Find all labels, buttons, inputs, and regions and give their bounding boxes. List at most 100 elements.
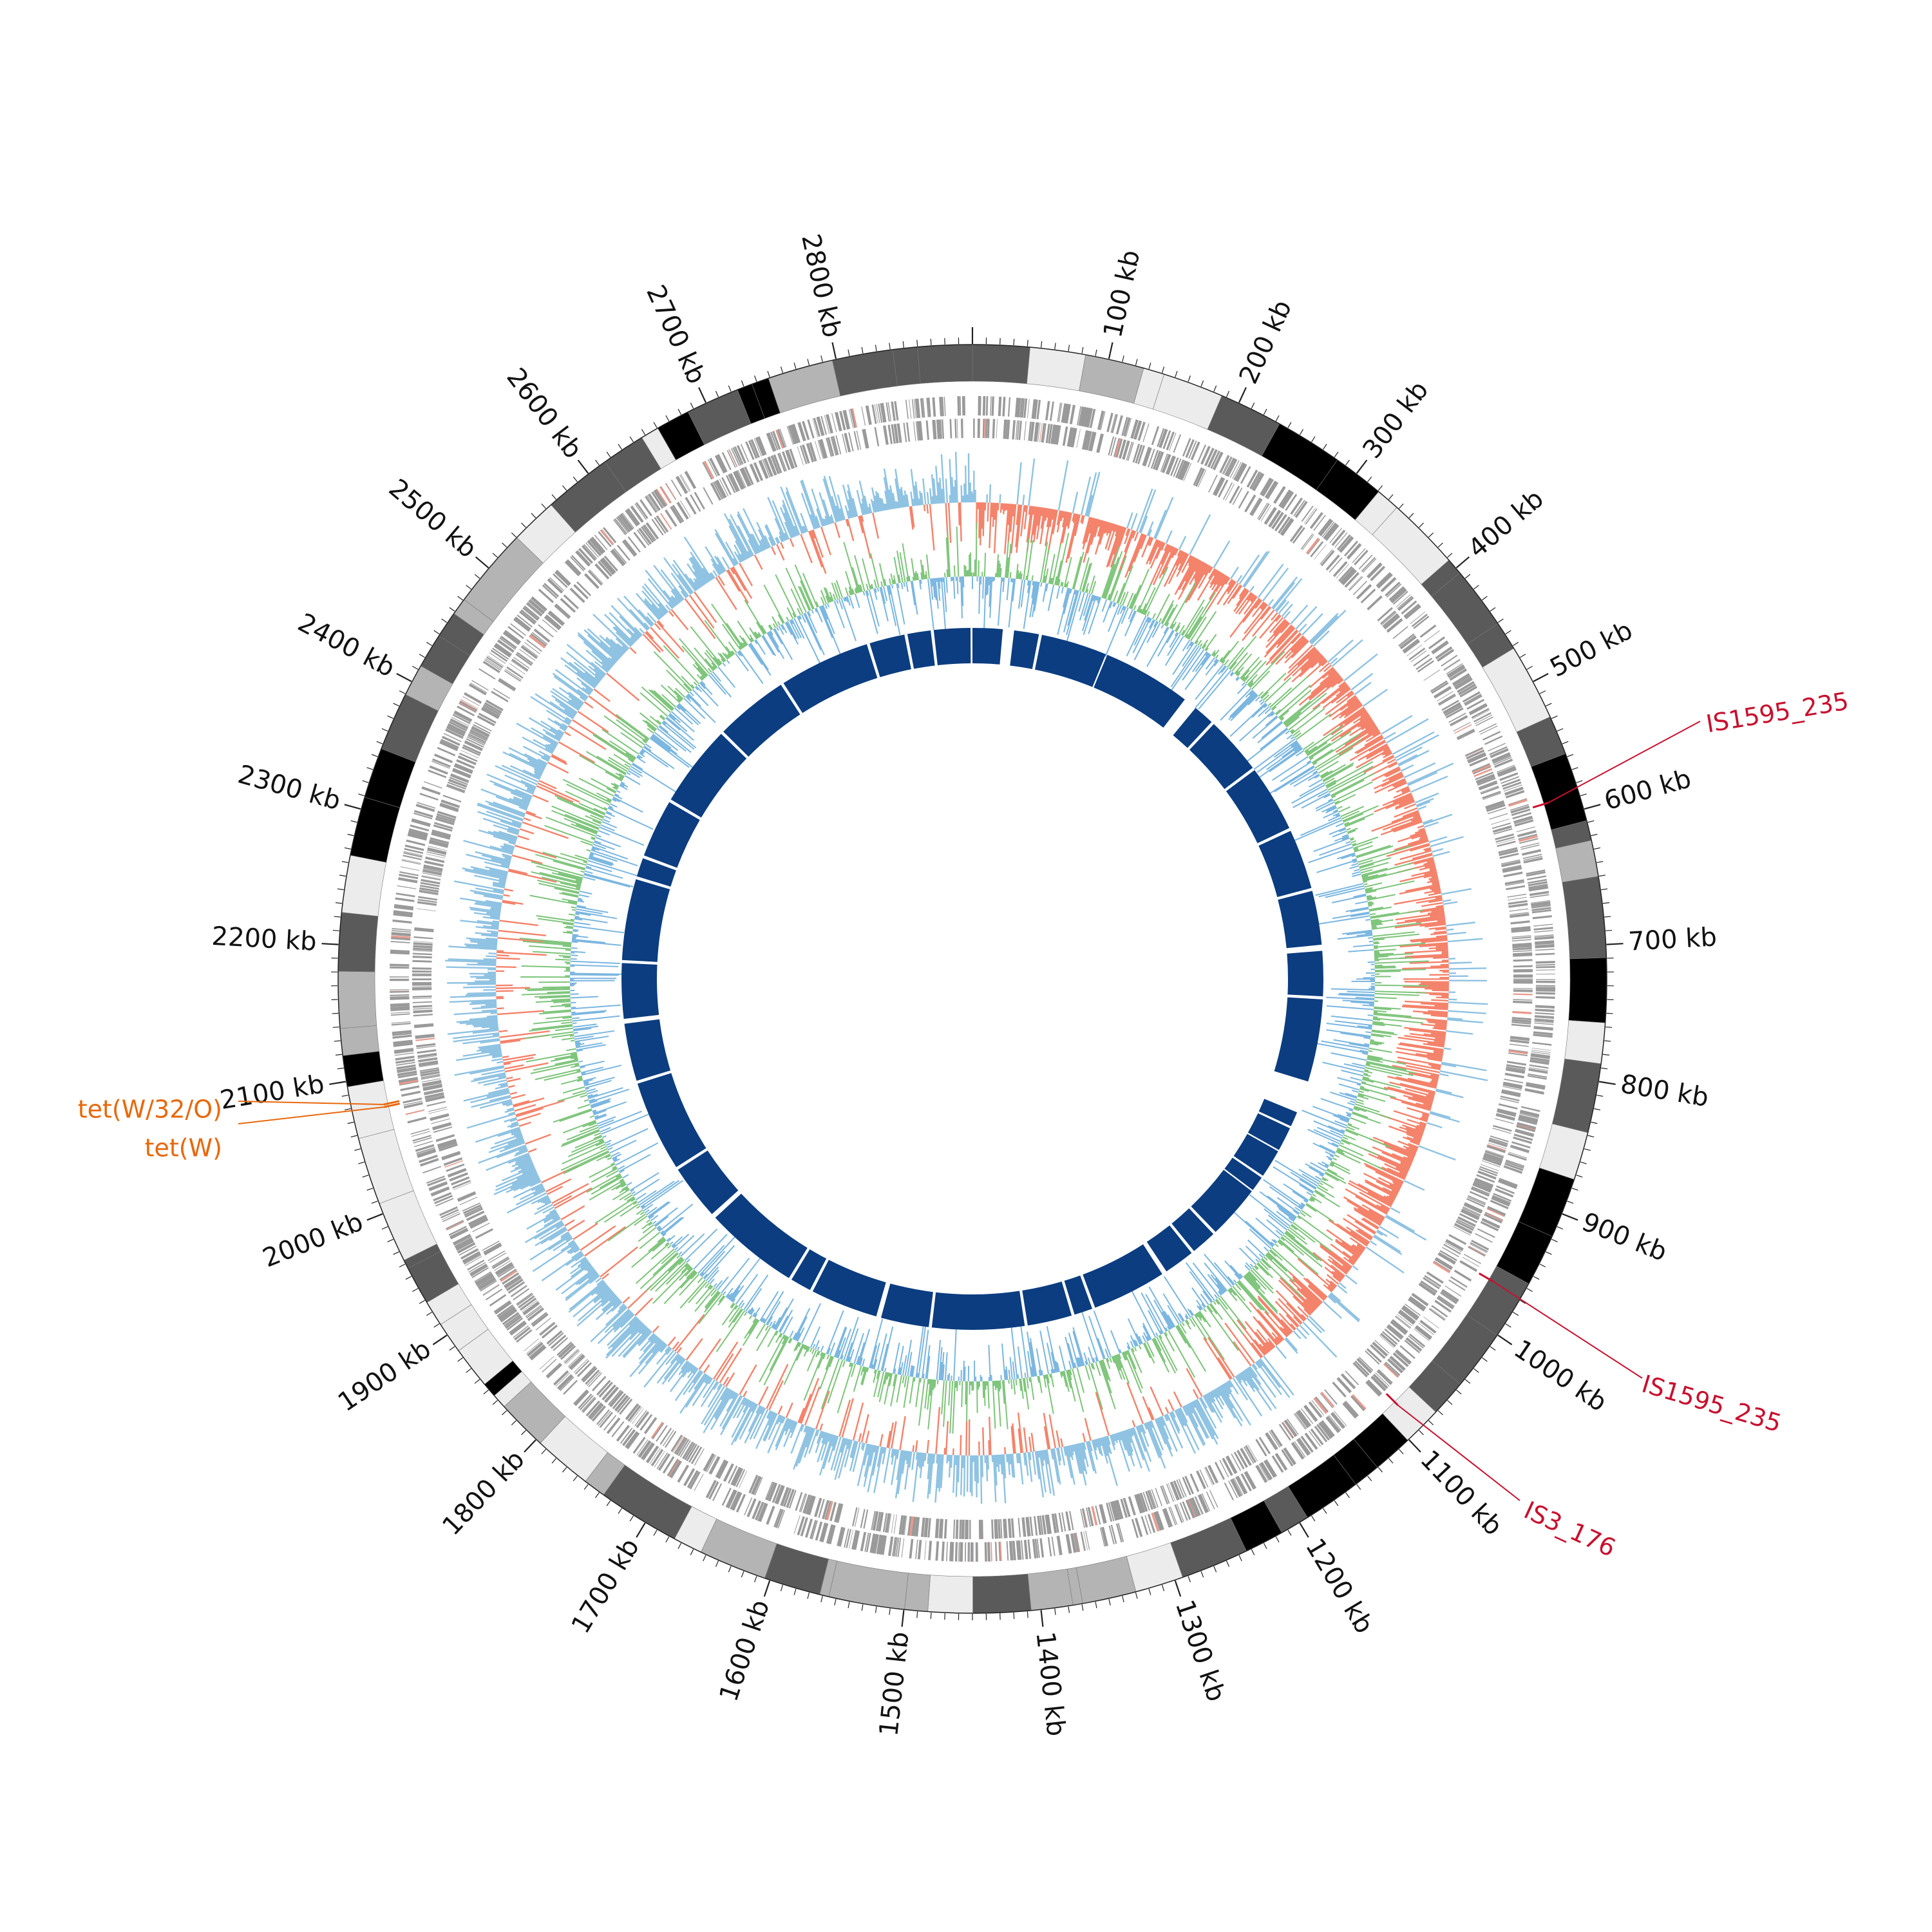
- cds-feature: [912, 1517, 916, 1537]
- minor-tick: [1041, 341, 1043, 348]
- gc-skew-bar: [1177, 1408, 1187, 1426]
- cds-feature: [1498, 847, 1517, 853]
- cds-feature: [1258, 503, 1270, 520]
- cds-feature: [554, 605, 569, 620]
- cds-feature: [1231, 1478, 1242, 1497]
- gc-skew-bar: [486, 930, 498, 933]
- minor-tick: [1398, 503, 1404, 509]
- gc-skew-bar: [507, 1137, 524, 1145]
- cds-feature: [766, 433, 774, 452]
- cds-feature: [1513, 959, 1533, 962]
- gc-skew-bar: [1037, 1450, 1040, 1458]
- cds-feature: [1303, 507, 1316, 524]
- cds-feature: [420, 1071, 440, 1077]
- minor-tick: [1068, 345, 1070, 352]
- cds-feature: [768, 1482, 778, 1502]
- cds-feature: [1327, 1416, 1340, 1432]
- cds-feature: [1517, 1122, 1537, 1129]
- cds-feature: [853, 431, 858, 451]
- gc-skew-bar: [575, 1269, 596, 1285]
- cds-feature: [1446, 664, 1464, 677]
- cds-feature: [1504, 786, 1524, 795]
- gc-skew-bar: [1326, 676, 1341, 688]
- cds-feature: [417, 1148, 436, 1157]
- cds-feature: [1179, 1502, 1188, 1521]
- cds-feature: [1502, 1084, 1522, 1090]
- gc-skew-bar: [1283, 611, 1291, 619]
- cds-feature: [563, 595, 579, 609]
- gc-skew-bar: [1253, 1363, 1258, 1370]
- cds-feature: [581, 1365, 596, 1381]
- minor-tick: [902, 341, 904, 348]
- cds-feature: [1534, 935, 1554, 938]
- gc-skew-bar: [561, 1268, 595, 1294]
- cds-feature: [1085, 1531, 1090, 1550]
- gc-skew-bar: [819, 1423, 824, 1431]
- minor-tick: [381, 1226, 388, 1230]
- gc-skew-bar: [1332, 1275, 1341, 1283]
- cds-feature: [625, 510, 638, 527]
- tick-label: 700 kb: [1627, 922, 1718, 956]
- cds-feature: [412, 974, 431, 976]
- cds-feature: [1018, 1517, 1021, 1537]
- cds-feature: [789, 424, 797, 444]
- gc-skew-bar: [1090, 518, 1099, 545]
- cds-feature: [1357, 1358, 1372, 1373]
- gc-skew-bar: [1237, 1374, 1242, 1381]
- gc-skew-bar: [790, 1421, 797, 1434]
- cds-feature: [734, 446, 744, 465]
- gc-skew-bar: [1441, 1063, 1456, 1068]
- cds-feature: [1181, 462, 1190, 480]
- cds-feature: [1309, 1430, 1321, 1447]
- cds-feature: [1231, 1454, 1242, 1472]
- cds-feature: [1406, 1337, 1423, 1351]
- gc-skew-bar: [1057, 460, 1069, 511]
- cds-feature: [1401, 1307, 1418, 1321]
- gc-skew-bar: [1228, 1379, 1239, 1395]
- cds-feature: [842, 410, 849, 430]
- gc-skew-bar: [1423, 813, 1453, 826]
- cds-feature: [907, 1516, 912, 1536]
- gc-skew-bar: [1402, 810, 1419, 818]
- gc-skew-bar: [1137, 1425, 1152, 1463]
- gc-skew-bar: [1302, 613, 1323, 636]
- cds-feature: [775, 430, 784, 449]
- cds-feature: [670, 506, 683, 524]
- cds-feature: [1009, 1518, 1012, 1538]
- cds-feature: [1510, 914, 1530, 918]
- gc-skew-bar: [736, 1398, 748, 1419]
- gc-skew-bar: [1435, 934, 1448, 938]
- cds-feature: [1120, 1499, 1128, 1518]
- cds-feature: [634, 531, 647, 548]
- cds-feature: [548, 611, 565, 625]
- cds-feature: [1080, 1508, 1085, 1528]
- cds-feature: [396, 1064, 416, 1070]
- cds-feature: [1532, 915, 1552, 920]
- cds-feature: [1253, 473, 1265, 491]
- cds-feature: [1513, 976, 1533, 978]
- gc-skew-bar: [1403, 803, 1416, 810]
- gc-skew-bar: [1123, 1430, 1133, 1456]
- cds-feature: [1296, 1438, 1310, 1456]
- cds-feature: [1069, 404, 1074, 424]
- gc-skew-bar: [1389, 1184, 1401, 1191]
- gc-skew-bar: [1194, 560, 1202, 573]
- gc-skew-bar: [993, 502, 998, 554]
- cds-feature: [1390, 588, 1406, 603]
- cds-feature: [1164, 1508, 1173, 1527]
- cds-feature: [1086, 408, 1094, 428]
- cds-feature: [1258, 1437, 1271, 1455]
- gc-skew-bar: [471, 1096, 511, 1108]
- cds-feature: [1034, 1539, 1039, 1558]
- gc-skew-bar: [1349, 1180, 1393, 1205]
- gc-skew-bar: [1265, 1342, 1273, 1350]
- cds-feature: [745, 441, 755, 460]
- cds-feature: [1467, 1197, 1486, 1206]
- cds-feature: [915, 1517, 920, 1537]
- gc-skew-bar: [1430, 1032, 1446, 1036]
- cds-feature: [821, 1523, 829, 1542]
- gc-skew-bar: [1084, 472, 1097, 516]
- cds-feature: [897, 1537, 902, 1557]
- minor-tick: [433, 630, 440, 634]
- gc-skew-bar: [664, 1346, 670, 1352]
